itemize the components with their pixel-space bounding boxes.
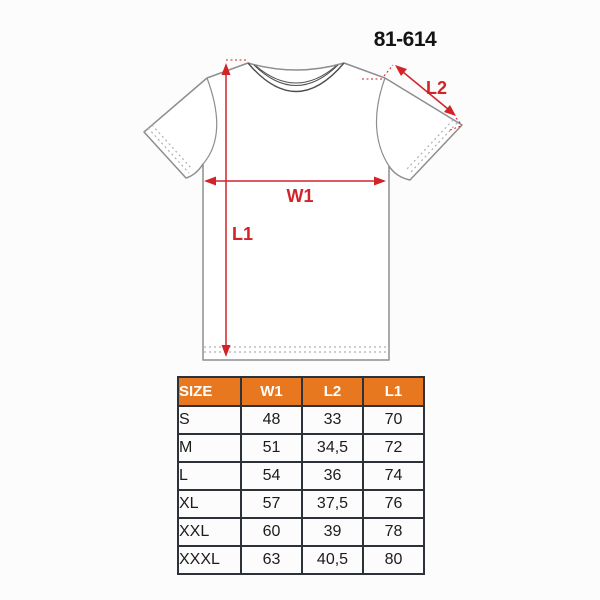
right-armhole-seam: [375, 77, 390, 167]
collar: [247, 62, 345, 93]
left-armhole-seam: [202, 77, 218, 165]
tshirt-measurement-diagram: W1 L1 L2: [143, 59, 463, 361]
header-size: SIZE: [177, 376, 242, 407]
w1-cell: 54: [240, 461, 303, 491]
w1-cell: 63: [240, 545, 303, 575]
table-row: M 51 34,5 72: [177, 433, 425, 463]
table-row: XL 57 37,5 76: [177, 489, 425, 519]
l2-cell: 36: [301, 461, 364, 491]
l2-cell: 39: [301, 517, 364, 547]
size-cell: S: [177, 405, 242, 435]
l1-cell: 72: [362, 433, 425, 463]
l1-cell: 80: [362, 545, 425, 575]
w1-cell: 60: [240, 517, 303, 547]
header-l1: L1: [362, 376, 425, 407]
header-w1: W1: [240, 376, 303, 407]
size-cell: XXXL: [177, 545, 242, 575]
size-cell: XXL: [177, 517, 242, 547]
table-row: XXL 60 39 78: [177, 517, 425, 547]
size-cell: L: [177, 461, 242, 491]
l1-arrow: [221, 63, 231, 357]
size-table: SIZE W1 L2 L1 S 48 33 70 M 51 34,5 72 L …: [177, 376, 425, 575]
l2-cell: 40,5: [301, 545, 364, 575]
size-table-header-row: SIZE W1 L2 L1: [177, 376, 425, 407]
l2-cell: 37,5: [301, 489, 364, 519]
tshirt-outline: [143, 62, 463, 361]
w1-cell: 57: [240, 489, 303, 519]
w1-label: W1: [287, 186, 314, 206]
extension-lines-dotted: [226, 59, 463, 131]
l2-cell: 34,5: [301, 433, 364, 463]
table-row: L 54 36 74: [177, 461, 425, 491]
l1-cell: 76: [362, 489, 425, 519]
header-l2: L2: [301, 376, 364, 407]
w1-cell: 51: [240, 433, 303, 463]
l1-cell: 74: [362, 461, 425, 491]
table-row: S 48 33 70: [177, 405, 425, 435]
table-row: XXXL 63 40,5 80: [177, 545, 425, 575]
w1-cell: 48: [240, 405, 303, 435]
l2-cell: 33: [301, 405, 364, 435]
product-code: 81-614: [373, 28, 437, 51]
hem-stitch-dotted: [147, 119, 458, 353]
l1-cell: 78: [362, 517, 425, 547]
l1-cell: 70: [362, 405, 425, 435]
l2-arrow: [395, 65, 456, 116]
l2-label: L2: [426, 78, 447, 98]
l1-label: L1: [232, 224, 253, 244]
w1-arrow: [204, 176, 386, 186]
size-cell: XL: [177, 489, 242, 519]
size-cell: M: [177, 433, 242, 463]
